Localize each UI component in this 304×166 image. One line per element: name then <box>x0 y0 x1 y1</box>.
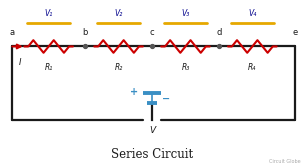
Text: +: + <box>130 87 138 97</box>
Text: b: b <box>82 28 88 37</box>
Text: V₃: V₃ <box>181 9 190 18</box>
Text: V₄: V₄ <box>248 9 257 18</box>
Text: d: d <box>216 28 222 37</box>
Text: R₂: R₂ <box>114 63 123 72</box>
Text: R₄: R₄ <box>248 63 257 72</box>
Text: V₂: V₂ <box>114 9 123 18</box>
Text: Circuit Globe: Circuit Globe <box>269 159 301 164</box>
Text: e: e <box>292 28 298 37</box>
Text: −: − <box>162 94 170 104</box>
Text: c: c <box>150 28 154 37</box>
Text: a: a <box>10 28 15 37</box>
Text: R₁: R₁ <box>44 63 53 72</box>
Text: V: V <box>149 126 155 135</box>
Text: V₁: V₁ <box>44 9 53 18</box>
Text: R₃: R₃ <box>181 63 190 72</box>
Text: I: I <box>19 58 21 67</box>
Text: Series Circuit: Series Circuit <box>111 148 193 161</box>
